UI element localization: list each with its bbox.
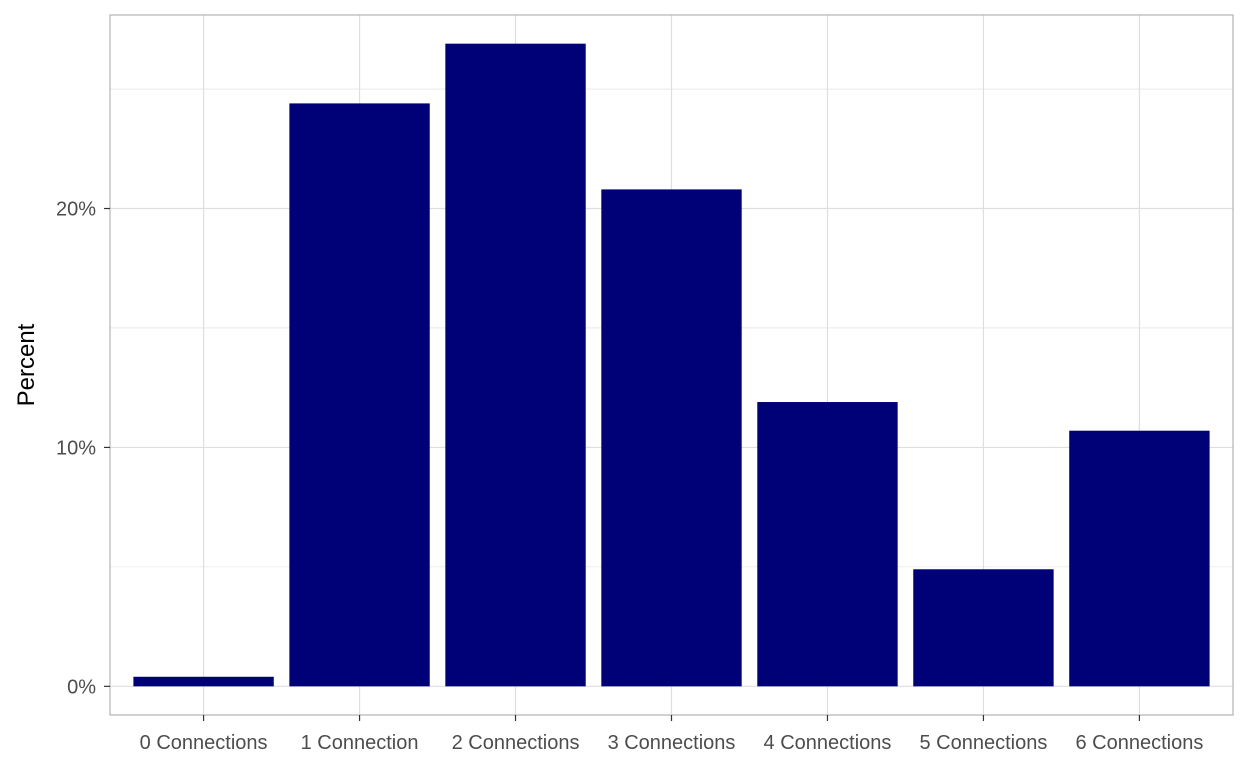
bar (133, 676, 274, 687)
y-axis-title: Percent (13, 323, 40, 406)
x-tick-label: 1 Connection (301, 732, 419, 754)
bars (133, 43, 1210, 687)
bar (289, 103, 430, 687)
x-tick-label: 3 Connections (608, 732, 736, 754)
x-tick-label: 0 Connections (140, 732, 268, 754)
y-tick-label: 20% (56, 199, 96, 221)
y-tick-label: 0% (67, 676, 96, 698)
bar (1069, 430, 1210, 687)
x-tick-label: 2 Connections (452, 732, 580, 754)
bar (601, 189, 742, 687)
x-tick-label: 4 Connections (764, 732, 892, 754)
y-tick-label: 10% (56, 437, 96, 459)
x-tick-label: 5 Connections (920, 732, 1048, 754)
bar (445, 43, 586, 687)
plot-panel (109, 14, 1234, 716)
axes: 0% 10% 20% 0 Connections 1 Connection 2 Conne… (56, 199, 1203, 754)
bar (757, 402, 898, 687)
x-tick-label: 6 Connections (1075, 732, 1203, 754)
bar (913, 569, 1054, 687)
